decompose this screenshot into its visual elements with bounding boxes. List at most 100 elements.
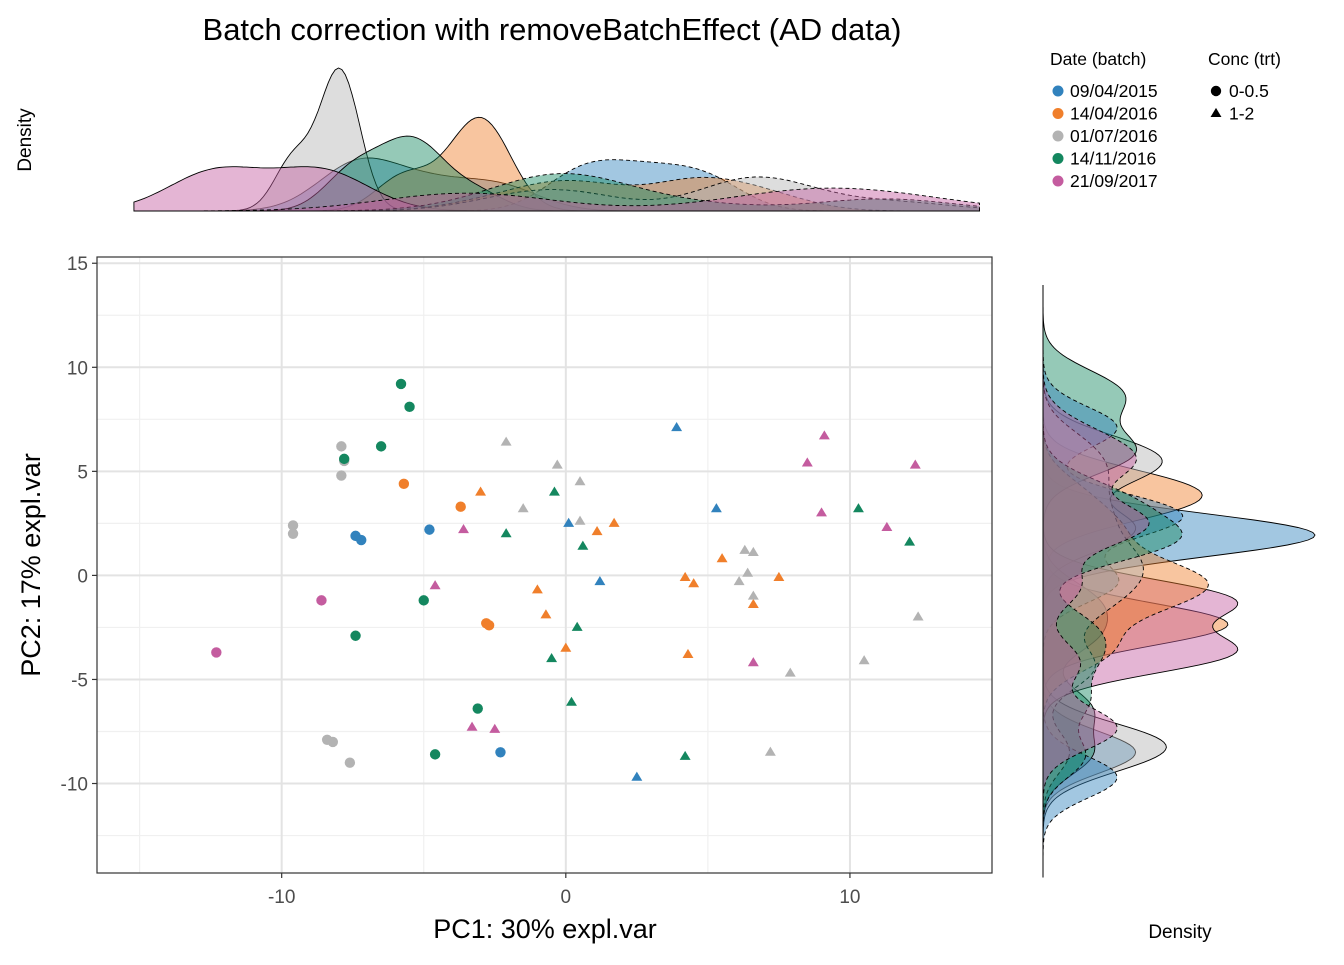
right-density-curves [1042,285,1316,878]
data-point [551,459,563,469]
data-point [475,486,487,496]
data-point [764,746,776,756]
data-point [818,430,830,440]
data-point [316,595,327,606]
data-point [350,630,361,641]
legend-batch-label: 01/07/2016 [1070,126,1158,146]
data-point [742,567,754,577]
legend-trt-swatch [1210,85,1222,97]
y-tick-label: 15 [67,254,88,275]
data-point [881,521,893,531]
data-point [679,571,691,581]
data-point [458,523,469,534]
y-axis-ticks: 15 10 5 0 -5 -10 [61,254,97,796]
data-point [489,723,501,733]
data-point [429,580,441,590]
data-point [716,553,728,563]
data-point [773,571,785,581]
data-point [404,401,415,413]
legend-batch-swatch [1052,108,1064,119]
data-point [540,609,552,619]
top-density-panel: Density [15,67,980,212]
data-point [500,528,512,538]
data-point [211,647,222,658]
right-density-panel: Density [1042,285,1316,943]
x-axis-ticks: -10 0 10 [268,873,861,908]
data-point [548,486,560,496]
data-point [395,378,407,390]
legend-batch-label: 14/11/2016 [1070,149,1156,169]
chart-title: Batch correction with removeBatchEffect … [203,12,902,47]
legend-batch-title: Date (batch) [1050,49,1146,69]
data-point [356,534,367,546]
legend-batch-label: 09/04/2015 [1070,81,1158,101]
data-point [747,590,759,600]
data-point [560,642,572,652]
data-point [424,524,435,535]
data-point [336,441,347,452]
legend-batch-swatch [1052,175,1064,187]
top-density-curves [133,67,980,212]
data-point [784,667,796,677]
legend-batch-label: 14/04/2016 [1070,104,1158,124]
data-point [398,478,410,490]
data-point [679,750,691,760]
data-point [517,503,529,513]
x-tick-label: 10 [839,887,860,908]
y-tick-label: 10 [67,358,88,379]
data-point [287,520,299,531]
data-point [710,503,722,513]
data-point [327,736,339,748]
x-axis-label: PC1: 30% expl.var [433,914,657,944]
y-tick-label: 0 [77,566,88,587]
x-tick-label: -10 [268,887,295,908]
right-density-curve [1042,285,1138,878]
data-point [500,436,512,446]
legend-batch-swatch [1052,85,1064,97]
data-point [472,703,483,714]
data-point [563,517,575,527]
right-density-curve [1042,285,1150,878]
data-point [747,546,759,556]
legend-batch-label: 21/09/2017 [1070,171,1158,191]
data-point [747,598,759,608]
legend-trt-swatch [1210,107,1222,117]
data-point [912,611,924,621]
right-density-label: Density [1148,922,1212,943]
data-points [211,378,924,781]
data-point [816,507,827,517]
data-point [344,757,356,768]
data-point [571,621,583,631]
data-point [747,657,759,667]
data-point [531,584,543,594]
data-point [577,540,589,550]
legend-trt-label: 1-2 [1229,104,1254,124]
right-density-curve [1042,285,1183,878]
data-point [688,578,700,588]
y-tick-label: 5 [77,462,88,483]
x-tick-label: 0 [561,887,572,908]
legend-trt-items: 0-0.5 1-2 [1210,81,1269,124]
legend-batch-swatch [1052,130,1064,142]
data-point [608,517,620,527]
data-point [801,457,813,467]
scatter-panel: -10 0 10 15 10 5 0 -5 -10 PC1: 30% expl.var PC2… [16,254,993,944]
legend: Date (batch) 09/04/2015 14/04/201601/07/2… [1050,49,1281,191]
data-point [566,696,577,706]
data-point [336,470,347,481]
data-point [904,536,916,546]
data-point [429,749,441,760]
data-point [909,459,921,469]
data-point [287,528,299,539]
data-point [495,747,506,758]
top-density-curve [133,187,980,212]
top-density-curve [133,176,980,212]
data-point [455,501,466,512]
plot-border [96,256,993,874]
data-point [574,476,586,486]
legend-trt-title: Conc (trt) [1208,49,1281,69]
data-point [682,648,694,658]
data-point [338,453,350,465]
